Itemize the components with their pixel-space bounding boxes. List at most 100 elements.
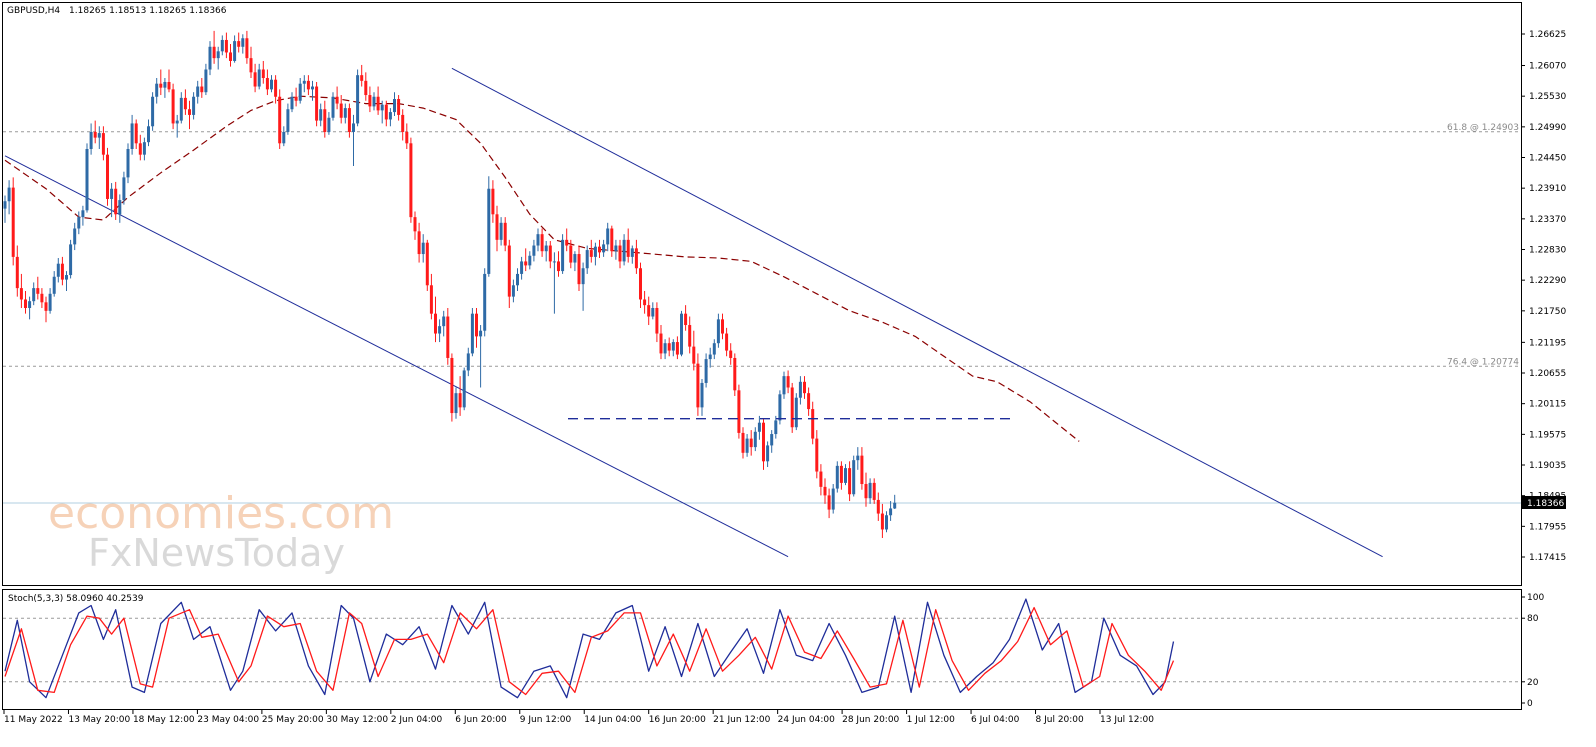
candle-body (561, 239, 565, 272)
candle (327, 112, 331, 135)
candle (790, 382, 794, 433)
candle (110, 183, 114, 218)
candle (774, 415, 778, 439)
channel-lower-line[interactable] (4, 155, 789, 558)
candle-body (831, 488, 835, 510)
candle-body (786, 376, 790, 388)
candle (618, 239, 622, 269)
candle-body (524, 261, 528, 266)
candle-body (622, 239, 626, 262)
candle (138, 134, 142, 161)
price-tick-label: 1.24450 (1529, 154, 1566, 164)
candle-body (844, 468, 847, 483)
candle-body (770, 434, 774, 446)
candle-body (589, 250, 593, 257)
time-tick-label: 11 May 2022 (4, 715, 63, 725)
candle-body (163, 81, 167, 88)
channel-lines[interactable] (4, 67, 1383, 558)
candle (516, 268, 519, 291)
price-tick-label: 1.23910 (1529, 184, 1566, 194)
candle-body (569, 245, 573, 263)
candle (15, 245, 19, 297)
candle (364, 72, 368, 101)
candle-body (823, 486, 827, 496)
candle-body (729, 350, 733, 358)
candle-body (540, 234, 544, 252)
candle (684, 305, 688, 331)
candle (848, 461, 852, 502)
candle-body (15, 256, 19, 289)
candle-body (446, 316, 450, 358)
candle (204, 63, 208, 96)
candle (93, 120, 97, 144)
candle (565, 228, 569, 252)
candle-body (684, 313, 688, 326)
candle (659, 325, 663, 360)
current-price-tag (1522, 495, 1566, 509)
time-tick-label: 1 Jul 12:00 (907, 715, 956, 725)
time-tick-label: 23 May 04:00 (197, 715, 259, 725)
candle-body (848, 468, 852, 495)
candle (487, 176, 491, 277)
candle (741, 427, 745, 459)
candle-body (311, 86, 314, 90)
candle-body (19, 288, 23, 300)
candle (163, 78, 167, 98)
candle (48, 288, 52, 314)
candle (245, 30, 249, 64)
price-tick-label: 1.23370 (1529, 215, 1566, 225)
time-tick-label: 25 May 20:00 (262, 715, 324, 725)
candle (175, 114, 179, 138)
candle (257, 63, 261, 90)
candle (421, 234, 425, 263)
candle (663, 339, 667, 360)
candle-body (573, 254, 577, 263)
candle (249, 46, 253, 79)
candle (335, 86, 339, 110)
candle (155, 78, 159, 104)
candle (712, 339, 716, 360)
candle (343, 103, 347, 124)
candle (798, 376, 802, 405)
candle-body (675, 342, 679, 355)
candle-body (126, 148, 130, 178)
channel-upper-line[interactable] (451, 67, 1383, 558)
time-axis: 11 May 2022 13 May 20:00 18 May 12:00 23 Ma… (3, 710, 1154, 725)
candle-body (233, 41, 237, 61)
candle-body (610, 228, 614, 252)
candle-body (429, 285, 433, 314)
candle (270, 75, 273, 93)
candle (671, 339, 675, 357)
candle (819, 464, 823, 496)
candle-body (630, 248, 634, 257)
candle-body (692, 346, 696, 364)
price-tick-label: 1.24990 (1529, 123, 1566, 133)
candle-body (487, 188, 491, 274)
candle-body (470, 313, 474, 354)
candle-body (294, 96, 298, 101)
candle-body (762, 422, 765, 462)
candle-body (101, 133, 105, 155)
candle (122, 171, 126, 205)
candle (872, 478, 876, 504)
stochastic-tick-label: 20 (1527, 678, 1539, 688)
candle (573, 251, 577, 272)
candle (815, 430, 819, 479)
time-tick-label: 14 Jun 04:00 (584, 715, 641, 725)
price-tick-label: 1.20115 (1529, 400, 1566, 410)
candle (462, 367, 466, 411)
candle-body (868, 482, 872, 499)
candle (384, 100, 388, 127)
candle-body (716, 319, 720, 344)
candle-body (807, 393, 811, 410)
candle (680, 310, 683, 357)
candle-body (520, 261, 524, 274)
candle (200, 78, 204, 98)
candle-body (548, 245, 552, 262)
candle (688, 316, 692, 354)
candle-body (97, 133, 101, 138)
candle (876, 492, 880, 521)
candle-body (331, 96, 335, 118)
candle-body (138, 143, 142, 155)
